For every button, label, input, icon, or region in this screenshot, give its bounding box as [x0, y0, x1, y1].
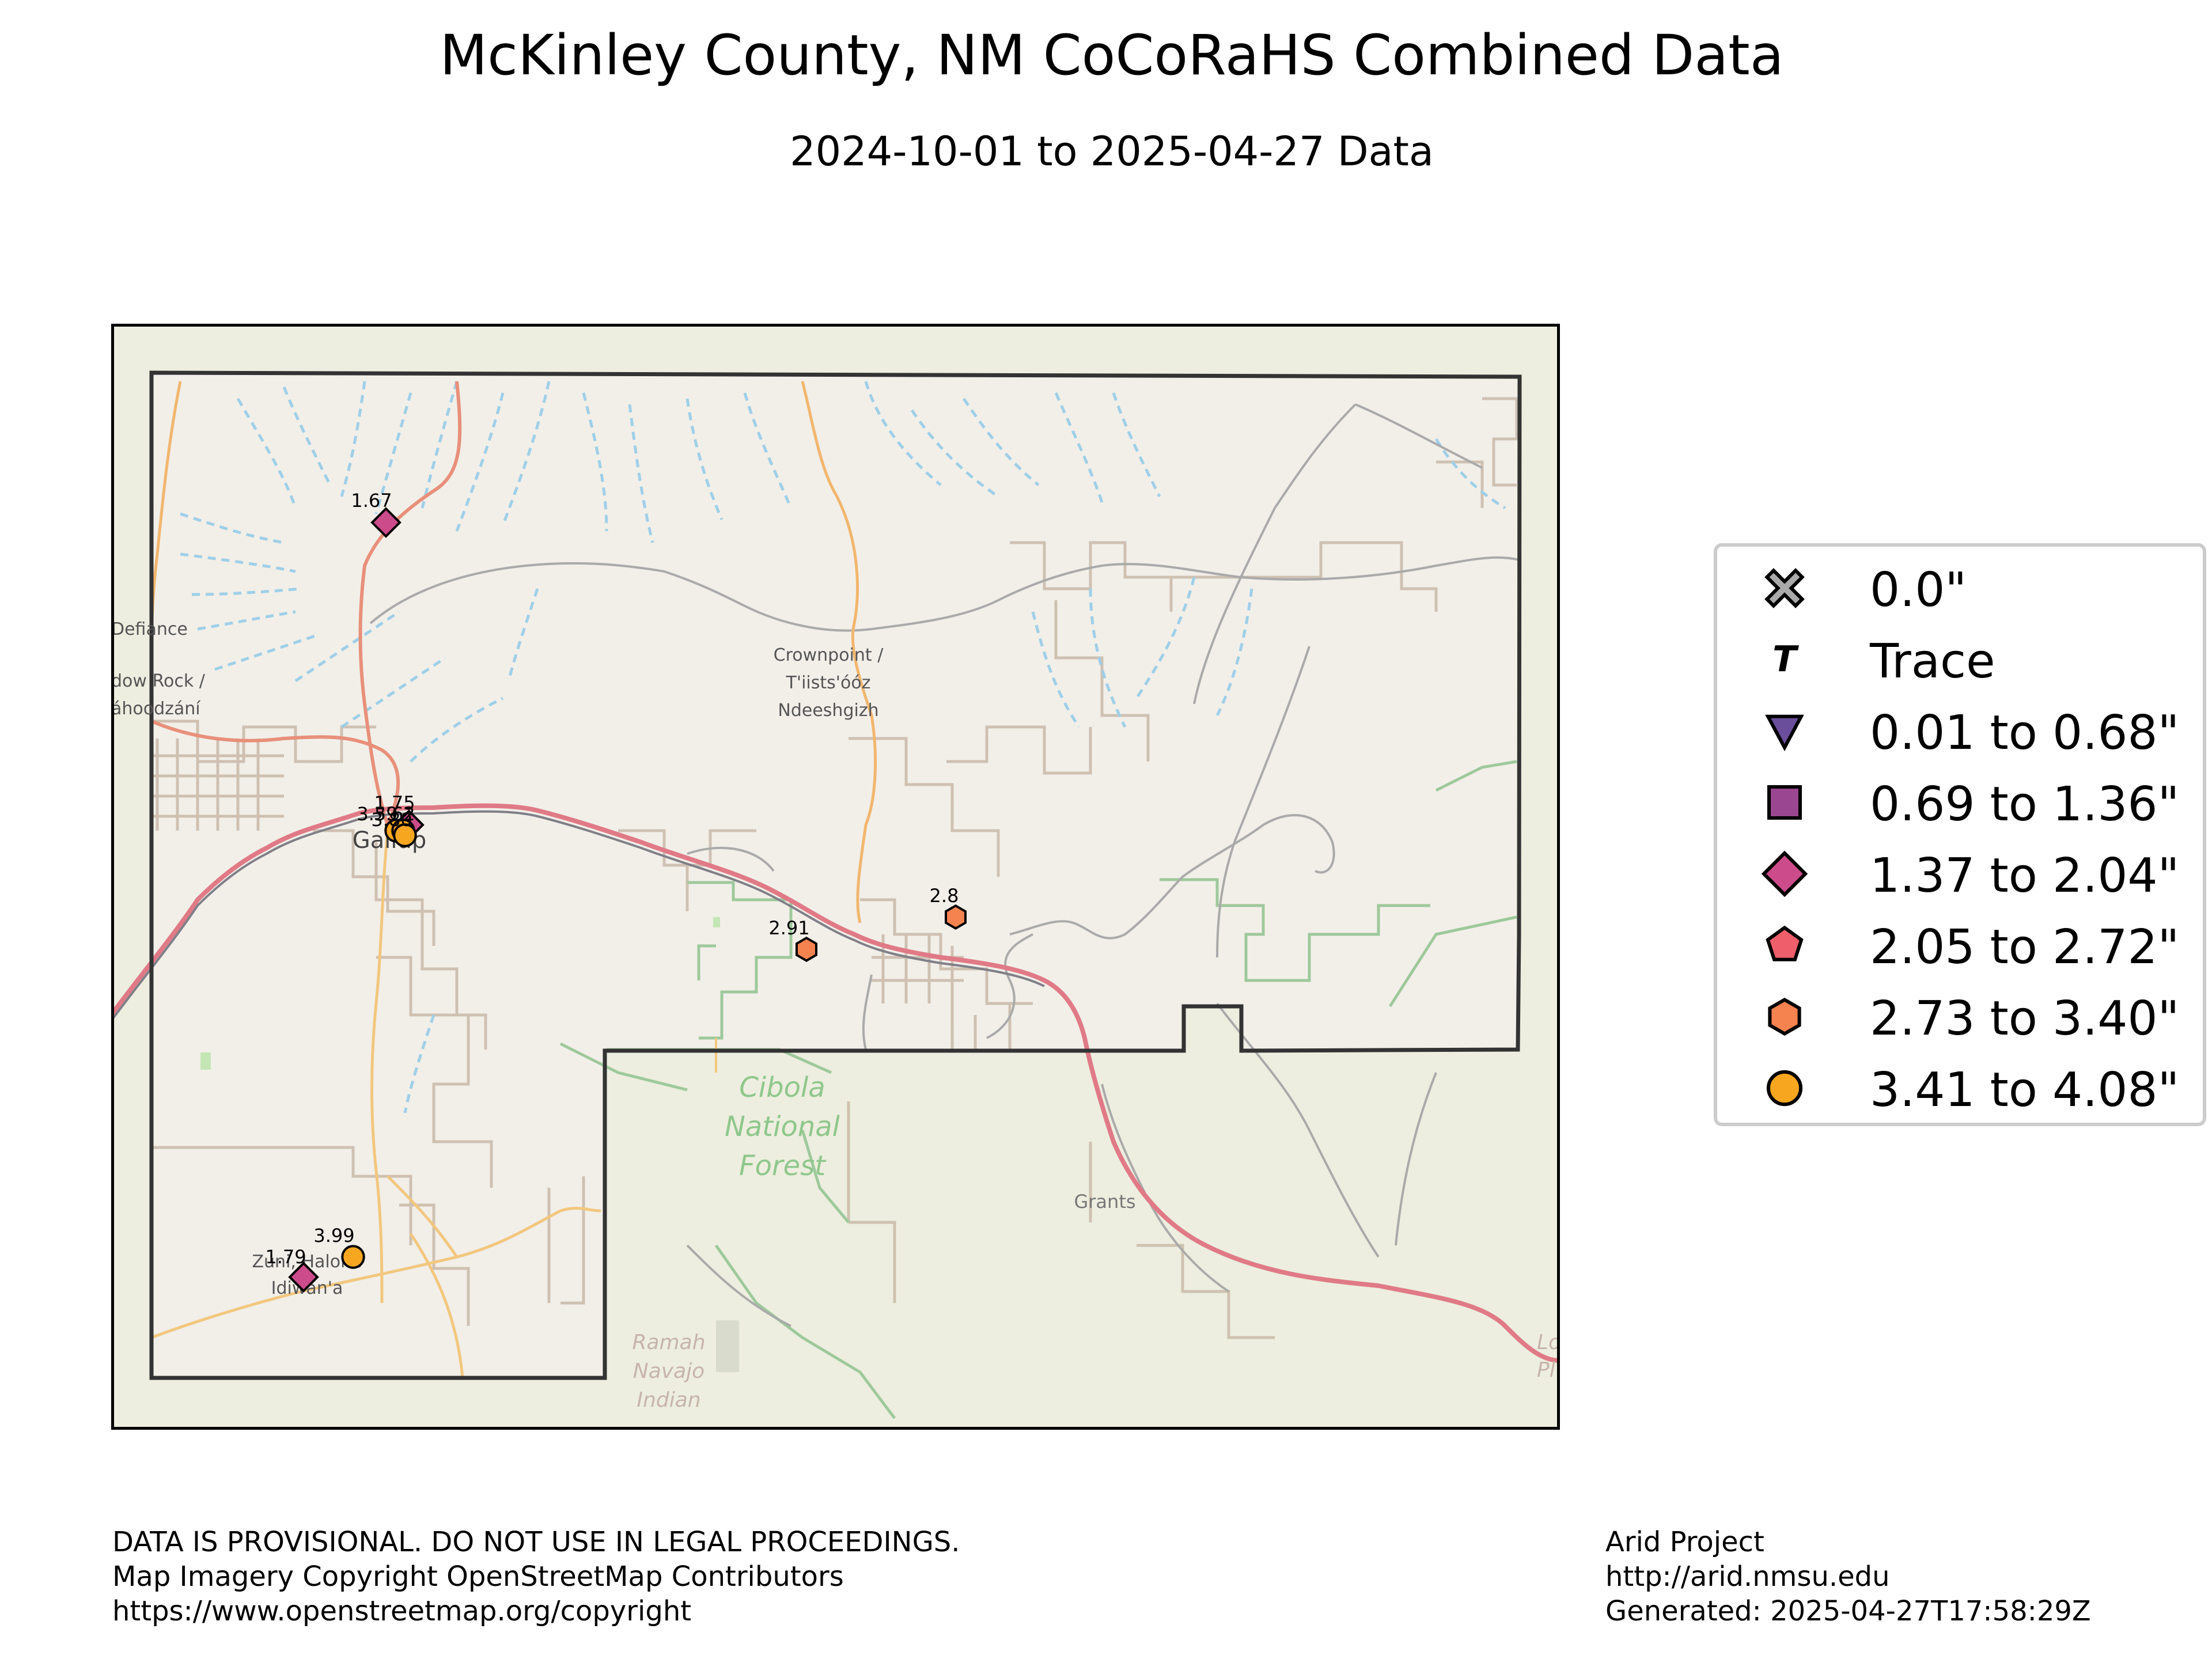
station-value-label: 3.99	[313, 1225, 354, 1247]
legend-item: 3.41 to 4.08"	[1717, 1059, 2203, 1118]
station-marker[interactable]	[288, 1262, 319, 1293]
station-value-label: 1.79	[265, 1246, 306, 1268]
place-labels: Defiance dow Rock / áhoodzání Crownpoint / T…	[111, 619, 1561, 1412]
place-label-cibola: Cibola	[739, 1071, 825, 1104]
station-marker[interactable]	[370, 507, 402, 538]
county-boundary	[149, 370, 1522, 1380]
minor-roads	[369, 403, 1520, 1327]
legend-label: Trace	[1870, 634, 1995, 689]
legend-symbol-hexagon-icon	[1760, 988, 1801, 1046]
park-patch	[200, 1052, 211, 1070]
map-border	[111, 324, 1560, 1430]
legend-label: 1.37 to 2.04"	[1870, 849, 2180, 903]
copyright-url[interactable]: https://www.openstreetmap.org/copyright	[112, 1595, 692, 1627]
legend-symbol-square-icon	[1760, 774, 1802, 831]
legend-label: 2.73 to 3.40"	[1870, 991, 2180, 1046]
place-label-grants: Grants	[1074, 1191, 1135, 1213]
project-name: Arid Project	[1605, 1526, 1764, 1558]
place-label-crownpoint: Crownpoint /	[774, 645, 884, 665]
legend-label: 3.41 to 4.08"	[1870, 1063, 2180, 1118]
legend-symbol-pentagon-icon	[1760, 916, 1804, 974]
place-label-edge: Lo	[1537, 1331, 1560, 1354]
project-url[interactable]: http://arid.nmsu.edu	[1605, 1560, 1890, 1593]
park-patch	[713, 917, 720, 927]
map-frame[interactable]: Defiance dow Rock / áhoodzání Crownpoint / T…	[109, 324, 1561, 1430]
legend-symbol-diamond-icon	[1760, 845, 1808, 903]
legend-symbol-triangle-down-icon	[1760, 702, 1804, 760]
svg-text:T: T	[1772, 639, 1799, 680]
station-markers: 1.67 1.753.593.623.80 2.91 2.8 3.99 1.79	[265, 490, 967, 1293]
legend: 0.0" T Trace 0.01 to 0.68" 0.69 to 1.36" 1.37…	[1714, 543, 2206, 1126]
provisional-notice: DATA IS PROVISIONAL. DO NOT USE IN LEGAL…	[112, 1526, 960, 1558]
map-canvas[interactable]: Defiance dow Rock / áhoodzání Crownpoint / T…	[109, 324, 1561, 1430]
legend-item: 0.69 to 1.36"	[1717, 774, 2203, 832]
station-value-label: 2.91	[768, 917, 809, 939]
legend-item: 2.73 to 3.40"	[1717, 988, 2203, 1046]
imagery-copyright: Map Imagery Copyright OpenStreetMap Cont…	[112, 1560, 844, 1593]
place-label-crownpoint: Ndeeshgizh	[778, 700, 878, 721]
interstate-corridor	[109, 803, 1560, 1363]
legend-label: 0.69 to 1.36"	[1870, 777, 2180, 832]
station-value-label: 2.8	[930, 885, 959, 907]
place-label-window-rock: dow Rock /	[111, 671, 206, 691]
legend-label: 2.05 to 2.72"	[1870, 920, 2180, 975]
station-marker[interactable]	[945, 904, 967, 930]
footer-left: DATA IS PROVISIONAL. DO NOT USE IN LEGAL…	[112, 1525, 960, 1628]
legend-item: 1.37 to 2.04"	[1717, 845, 2203, 903]
stream-lines	[180, 381, 1506, 1113]
place-label-edge: Pl	[1537, 1358, 1555, 1382]
legend-item: 0.0"	[1717, 559, 2203, 618]
place-label-crownpoint: T'iists'óóz	[786, 673, 871, 693]
park-patch	[716, 1320, 739, 1372]
place-label-cibola: National	[725, 1111, 840, 1143]
place-label-cibola: Forest	[739, 1150, 827, 1182]
station-value-label: 1.67	[351, 490, 392, 512]
legend-label: 0.0"	[1870, 563, 1967, 618]
footer-right: Arid Project http://arid.nmsu.edu Genera…	[1605, 1525, 2091, 1628]
legend-item: 2.05 to 2.72"	[1717, 916, 2203, 975]
place-label-ramah: Indian	[637, 1388, 700, 1412]
station-value-label: 3.80	[371, 809, 412, 831]
legend-symbol-T-icon: T	[1760, 631, 1801, 688]
generated-timestamp: Generated: 2025-04-27T17:58:29Z	[1605, 1595, 2091, 1627]
legend-item: T Trace	[1717, 631, 2203, 689]
place-label-defiance: Defiance	[111, 619, 188, 639]
page-title: McKinley County, NM CoCoRaHS Combined Da…	[440, 23, 1784, 88]
station-marker[interactable]	[796, 936, 817, 963]
place-label-window-rock: áhoodzání	[111, 699, 201, 719]
legend-symbol-x-icon	[1760, 559, 1805, 617]
place-label-ramah: Navajo	[633, 1359, 704, 1383]
station-marker[interactable]	[393, 823, 417, 847]
legend-symbol-circle-icon	[1760, 1059, 1803, 1117]
place-label-ramah: Ramah	[632, 1331, 705, 1354]
legend-item: 0.01 to 0.68"	[1717, 702, 2203, 760]
station-marker[interactable]	[341, 1245, 365, 1269]
legend-label: 0.01 to 0.68"	[1870, 706, 2180, 760]
station-value-label: 1.75	[374, 792, 415, 814]
station-value-label: 3.62	[374, 803, 415, 825]
page-subtitle: 2024-10-01 to 2025-04-27 Data	[790, 128, 1434, 175]
county-fill	[151, 373, 1520, 1378]
station-value-label: 3.59	[357, 803, 397, 825]
